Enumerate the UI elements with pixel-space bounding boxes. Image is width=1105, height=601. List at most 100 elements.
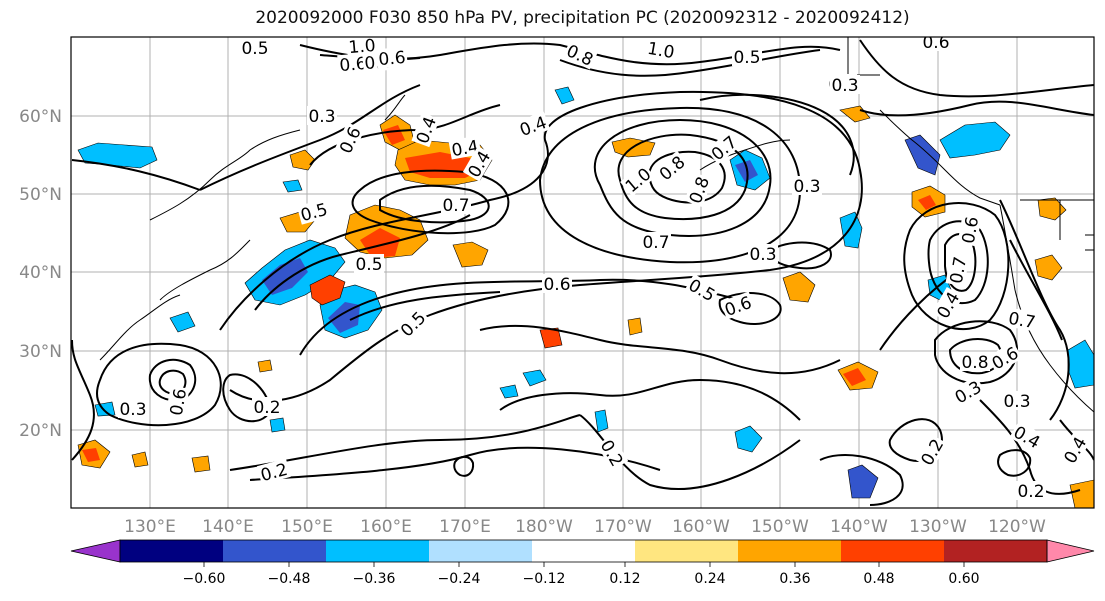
colorbar-tick-label: −0.60 — [183, 571, 226, 587]
contour-label: 0.5 — [240, 38, 270, 59]
pv-contour-line — [453, 455, 475, 477]
precip-positive-patch — [452, 241, 489, 268]
colorbar-tick-label: 0.60 — [948, 571, 979, 587]
pv-contour-line — [219, 90, 863, 402]
contour-label: 0.7 — [441, 195, 471, 216]
longitude-label: 150°E — [281, 517, 333, 537]
precip-negative-patch — [939, 121, 1011, 159]
contour-label-text: 0.5 — [355, 255, 382, 275]
precip-negative-patch — [282, 179, 303, 193]
contour-label-text: 0.7 — [642, 233, 669, 253]
contour-label-text: 0.6 — [543, 275, 570, 295]
contour-label-text: 0.6 — [378, 48, 407, 70]
pv-contour-line — [593, 118, 772, 237]
contour-label-text: 0.8 — [961, 353, 988, 373]
precip-negative-patch — [269, 417, 286, 433]
contour-label: 0.6 — [165, 385, 191, 419]
pv-contour-line — [351, 169, 510, 235]
precip-negative-patch — [262, 258, 308, 295]
coastline — [699, 139, 791, 171]
precip-negative-patch — [554, 86, 575, 105]
contour-label-text: 0.7 — [442, 196, 469, 216]
colorbar-tick-label: 0.48 — [863, 571, 894, 587]
contour-label: 0.5 — [354, 254, 384, 275]
pv-contour-line — [199, 84, 421, 191]
contour-label: 0.6 — [337, 52, 369, 76]
contour-label: 0.3 — [830, 75, 860, 96]
pv-contour-line — [768, 241, 832, 270]
pv-contour-line — [819, 454, 904, 506]
coastlines — [99, 37, 1094, 413]
contour-label: 0.7 — [945, 253, 971, 287]
colorbar-swatch — [120, 540, 224, 562]
longitude-label: 170°E — [439, 517, 491, 537]
contour-label: 0.3 — [748, 244, 778, 265]
colorbar-outline — [119, 539, 1048, 563]
longitude-label: 180°W — [515, 517, 573, 537]
pv-contour-line — [254, 214, 471, 311]
pv-contour-line — [249, 446, 661, 481]
colorbar-swatch — [635, 540, 739, 562]
latitude-labels: 60°N 50°N 40°N 30°N 20°N — [19, 107, 62, 441]
colorbar-tick-label: −0.36 — [353, 571, 396, 587]
pv-contour-line — [349, 291, 501, 321]
colorbar-tick-label: 0.36 — [779, 571, 810, 587]
contour-label-text: 0.5 — [241, 39, 268, 59]
contour-label-text: 0.6 — [922, 33, 949, 53]
longitude-label: 140°W — [830, 517, 888, 537]
coastline — [1020, 199, 1094, 240]
precip-positive-patch — [289, 149, 316, 171]
longitude-label: 160°W — [672, 517, 730, 537]
colorbar: −0.60 −0.48 −0.36 −0.24 −0.12 0.12 0.24 0.36 0.4… — [70, 539, 1095, 587]
pv-contour-line — [999, 199, 1070, 421]
contour-label-text: 0.7 — [947, 255, 971, 285]
contour-label: 0.7 — [1005, 307, 1039, 333]
pv-contour-line — [1009, 239, 1063, 341]
contour-label: 0.6 — [376, 46, 408, 70]
coastline — [99, 294, 181, 361]
precip-negative-patch — [169, 311, 196, 333]
contour-label-text: 0.3 — [749, 245, 776, 265]
latitude-label: 40°N — [19, 263, 62, 283]
pv-contour-line — [229, 414, 581, 471]
colorbar-extend-high — [1046, 539, 1095, 563]
contour-label-text: 0.3 — [308, 107, 335, 127]
coastline — [149, 129, 301, 221]
contour-label-text: 0.6 — [959, 215, 983, 245]
contour-label-text: 0.3 — [831, 76, 858, 96]
precip-positive-patch — [131, 451, 149, 468]
pv-contour-line — [499, 378, 801, 421]
colorbar-swatch — [738, 540, 842, 562]
precip-positive-patch — [1069, 479, 1094, 508]
latitude-label: 30°N — [19, 342, 62, 362]
contour-label-text: 0.3 — [793, 177, 820, 197]
contour-label-text: 0.3 — [119, 400, 146, 420]
precip-positive-patch — [82, 448, 100, 462]
contour-label-text: 1.0 — [646, 39, 676, 63]
latitude-label: 50°N — [19, 185, 62, 205]
colorbar-swatch — [841, 540, 945, 562]
pv-contour-line — [479, 324, 841, 375]
contour-label: 0.2 — [252, 397, 282, 418]
contour-label-text: 0.7 — [1007, 309, 1037, 333]
longitude-labels: 130°E 140°E 150°E 160°E 170°E 180°W 170°W 160°W… — [124, 517, 1046, 537]
pv-contour-line — [299, 278, 741, 356]
pv-contour-line — [222, 373, 272, 423]
coastline — [384, 94, 406, 121]
pv-contour-line — [997, 449, 1032, 477]
contour-label: 0.6 — [957, 213, 983, 247]
coastline — [1085, 234, 1094, 251]
colorbar-swatch — [944, 540, 1048, 562]
colorbar-tick-label: −0.48 — [268, 571, 311, 587]
colorbar-tick-label: −0.24 — [438, 571, 481, 587]
colorbar-extend-low — [70, 539, 121, 563]
contour-label: 0.7 — [641, 232, 671, 253]
contour-label: 0.3 — [118, 399, 148, 420]
precip-positive-patch — [191, 455, 211, 473]
colorbar-tick-label: 0.12 — [609, 571, 640, 587]
contour-label: 0.2 — [1016, 481, 1046, 502]
contour-label: 0.6 — [542, 274, 572, 295]
colorbar-swatch — [326, 540, 430, 562]
precip-negative-patch — [847, 464, 879, 499]
precip-positive-patch — [627, 317, 643, 336]
